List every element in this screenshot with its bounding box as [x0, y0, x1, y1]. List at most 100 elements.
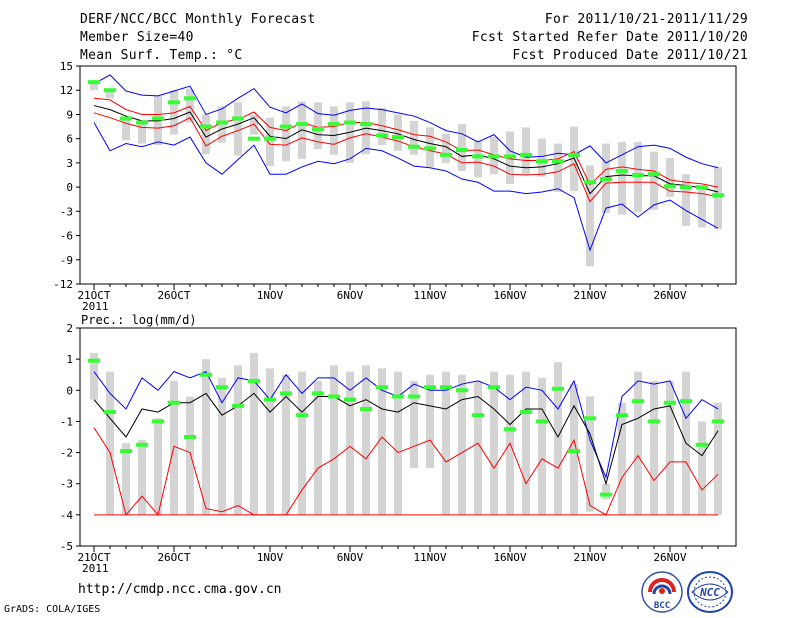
precipitation-ytick-label: -3 — [60, 478, 73, 491]
temperature-bar-21 — [410, 120, 418, 155]
temperature-observed-29 — [536, 159, 548, 164]
temperature-observed-6 — [168, 100, 180, 105]
precipitation-bar-1 — [90, 352, 98, 400]
precipitation-observed-35 — [632, 399, 644, 404]
temperature-observed-19 — [376, 133, 388, 138]
temperature-bar-20 — [394, 114, 402, 151]
precipitation-observed-1 — [88, 358, 100, 363]
temperature-ytick-label: 9 — [66, 108, 73, 121]
temperature-frame — [79, 65, 737, 285]
temperature-observed-26 — [488, 154, 500, 159]
precipitation-observed-2 — [104, 410, 116, 415]
temperature-bar-28 — [522, 127, 530, 175]
precipitation-observed-39 — [696, 442, 708, 447]
temperature-year-label: 2011 — [82, 300, 109, 313]
precipitation-bar-9 — [218, 377, 226, 515]
temperature-xtick-label: 6NOV — [337, 289, 364, 302]
precipitation-xtick-label: 21OCT — [77, 551, 110, 564]
temperature-observed-38 — [680, 185, 692, 190]
precipitation-observed-3 — [120, 449, 132, 454]
precipitation-bar-24 — [458, 374, 466, 515]
temperature-ytick-label: -3 — [60, 205, 73, 218]
temperature-xtick-label: 21NOV — [573, 289, 606, 302]
precipitation-xtick-label: 26OCT — [157, 551, 190, 564]
precipitation-bar-40 — [714, 402, 722, 515]
precipitation-observed-20 — [392, 394, 404, 399]
temperature-bar-2 — [106, 90, 114, 99]
temperature-bar-8 — [202, 114, 210, 155]
precipitation-observed-34 — [616, 413, 628, 418]
chart-title: DERF/NCC/BCC Monthly Forecast — [80, 12, 316, 27]
temperature-observed-18 — [360, 122, 372, 127]
temperature-bar-36 — [650, 151, 658, 210]
temperature-line-max — [93, 74, 719, 169]
temperature-ytick-label: 0 — [66, 181, 73, 194]
temperature-observed-3 — [120, 116, 132, 121]
precipitation-observed-6 — [168, 400, 180, 405]
temperature-ytick-label: 6 — [66, 133, 73, 146]
precipitation-bar-13 — [282, 374, 290, 515]
temperature-observed-21 — [408, 144, 420, 149]
temperature-bar-35 — [634, 141, 642, 213]
temperature-observed-7 — [184, 96, 196, 101]
temperature-ytick-label: -9 — [60, 254, 73, 267]
temperature-line-mean-minus — [93, 112, 719, 203]
temperature-ytick-label: 3 — [66, 157, 73, 170]
footer-url[interactable]: http://cmdp.ncc.cma.gov.cn — [78, 582, 282, 597]
temperature-observed-17 — [344, 120, 356, 125]
precipitation-bar-21 — [410, 380, 418, 469]
temperature-bar-15 — [314, 102, 322, 150]
precipitation-frame — [79, 327, 737, 547]
temperature-observed-37 — [664, 184, 676, 189]
variable-label: Mean Surf. Temp.: °C — [80, 48, 243, 63]
precipitation-xtick-label: 6NOV — [337, 551, 364, 564]
precipitation-observed-30 — [552, 386, 564, 391]
precipitation-observed-36 — [648, 419, 660, 424]
precipitation-bar-36 — [650, 380, 658, 515]
temperature-bar-9 — [218, 106, 226, 143]
forecast-start-date: Fcst Started Refer Date 2011/10/20 — [471, 30, 748, 45]
temperature-observed-33 — [600, 177, 612, 182]
precipitation-ytick-label: 1 — [66, 353, 73, 366]
temperature-observed-40 — [712, 193, 724, 198]
temperature-bar-10 — [234, 102, 242, 156]
temperature-observed-14 — [296, 122, 308, 127]
precipitation-bar-27 — [506, 374, 514, 515]
temperature-observed-31 — [568, 152, 580, 157]
temperature-observed-27 — [504, 154, 516, 159]
precipitation-xtick-label: 11NOV — [413, 551, 446, 564]
temperature-bar-1 — [90, 82, 98, 91]
temperature-observed-35 — [632, 173, 644, 177]
precipitation-observed-26 — [488, 385, 500, 390]
precipitation-observed-10 — [232, 403, 244, 408]
temperature-bar-23 — [442, 133, 450, 163]
temperature-ytick-label: 15 — [60, 60, 73, 73]
precipitation-observed-13 — [280, 391, 292, 396]
precipitation-observed-21 — [408, 394, 420, 399]
temperature-xtick-label: 26OCT — [157, 289, 190, 302]
precipitation-line-min — [93, 427, 719, 516]
precipitation-observed-27 — [504, 427, 516, 432]
precipitation-xtick-label: 26NOV — [653, 551, 686, 564]
precipitation-bar-19 — [378, 368, 386, 515]
temperature-line-mean-plus — [93, 97, 719, 188]
member-size: Member Size=40 — [80, 30, 194, 45]
grads-credit: GrADS: COLA/IGES — [4, 604, 101, 615]
precipitation-observed-24 — [456, 388, 468, 393]
precipitation-bar-10 — [234, 365, 242, 515]
temperature-bar-30 — [554, 143, 562, 192]
precipitation-observed-17 — [344, 397, 356, 402]
temperature-ytick-label: -12 — [53, 278, 73, 291]
temperature-observed-1 — [88, 80, 100, 85]
precipitation-bar-30 — [554, 362, 562, 515]
precipitation-observed-38 — [680, 399, 692, 404]
precipitation-xtick-label: 21NOV — [573, 551, 606, 564]
precipitation-observed-7 — [184, 435, 196, 439]
precipitation-bar-22 — [426, 374, 434, 469]
precipitation-ytick-label: -4 — [60, 509, 74, 522]
temperature-observed-5 — [152, 116, 164, 121]
bcc-logo: BCC — [640, 570, 684, 618]
temperature-xtick-label: 11NOV — [413, 289, 446, 302]
precipitation-ytick-label: 0 — [66, 384, 73, 397]
temperature-ytick-label: -6 — [60, 230, 73, 243]
